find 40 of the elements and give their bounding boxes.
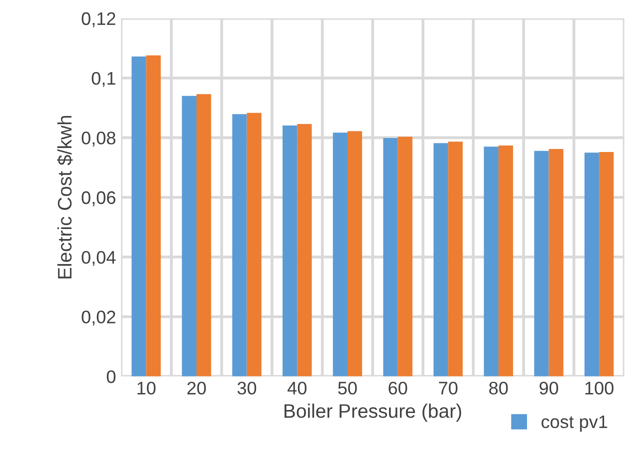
- y-tick-label: 0,02: [82, 310, 116, 326]
- y-tick-label: 0,08: [82, 132, 116, 147]
- x-axis-title: Boiler Pressure (bar): [284, 404, 462, 422]
- x-tick-label: 10: [138, 382, 156, 395]
- x-tick-label: 90: [540, 382, 558, 395]
- bar: [146, 55, 161, 376]
- bar: [347, 131, 362, 376]
- y-tick-label: 0,12: [82, 12, 116, 28]
- bar: [246, 112, 262, 376]
- legend-label: cost pv1: [542, 416, 608, 432]
- bar: [383, 138, 398, 376]
- x-tick-label: 50: [338, 382, 357, 395]
- bar: [599, 152, 614, 376]
- bar: [332, 132, 348, 376]
- x-tick-label: 70: [439, 382, 458, 395]
- bar: [232, 114, 247, 376]
- x-tick-label: 80: [489, 382, 508, 395]
- bar: [498, 145, 514, 376]
- bar: [484, 146, 498, 376]
- x-tick-label: 40: [288, 382, 306, 395]
- x-tick-label: 30: [237, 382, 256, 395]
- bar: [132, 56, 146, 376]
- bar: [398, 136, 412, 376]
- y-tick-label: 0: [106, 370, 116, 384]
- bar: [548, 149, 564, 376]
- bar: [434, 143, 448, 376]
- bar: [448, 142, 463, 376]
- y-tick-label: 0,06: [82, 191, 116, 206]
- bar: [282, 125, 298, 376]
- y-tick-label: 0,04: [82, 250, 116, 266]
- y-axis-title: Electric Cost $/kwh: [57, 116, 73, 278]
- bar: [534, 150, 549, 376]
- bar: [182, 96, 197, 376]
- bar: [297, 124, 312, 376]
- bar: [196, 94, 212, 376]
- y-tick-label: 0,1: [92, 72, 116, 87]
- x-tick-label: 100: [585, 382, 614, 395]
- x-tick-label: 20: [187, 382, 206, 395]
- x-tick-label: 60: [388, 382, 408, 395]
- bar: [584, 152, 600, 376]
